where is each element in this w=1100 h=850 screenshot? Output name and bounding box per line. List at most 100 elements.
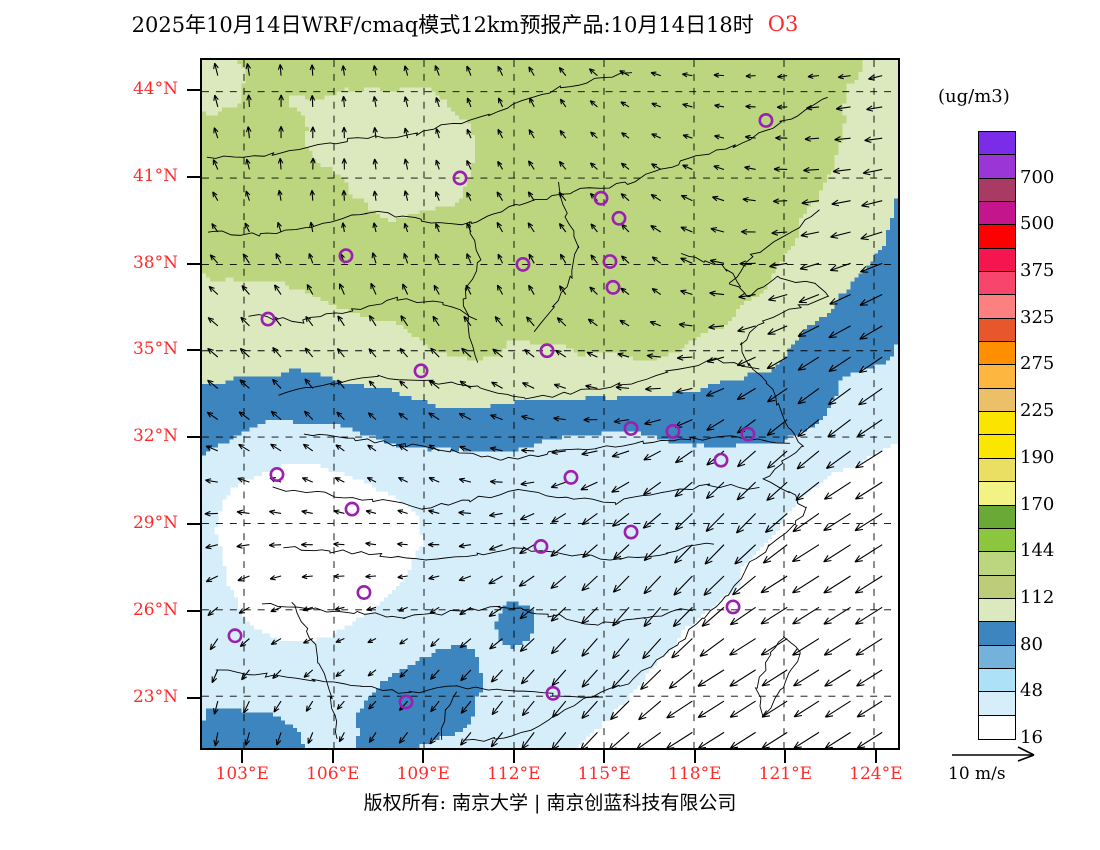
lon-tick-mark bbox=[331, 750, 334, 763]
station-marker[interactable] bbox=[593, 190, 609, 206]
footer-separator: | bbox=[534, 792, 541, 814]
province-boundary-layer bbox=[206, 72, 829, 742]
lon-tick-label: 103°E bbox=[215, 764, 269, 784]
colorbar-tick-label: 375 bbox=[1020, 260, 1055, 282]
colorbar-swatch bbox=[979, 318, 1015, 343]
station-marker[interactable] bbox=[344, 501, 360, 517]
colorbar-swatch bbox=[979, 435, 1015, 459]
colorbar-tick-label: 144 bbox=[1020, 540, 1055, 562]
colorbar-swatch bbox=[979, 178, 1015, 203]
station-marker[interactable] bbox=[623, 524, 639, 540]
colorbar-swatch bbox=[979, 272, 1015, 296]
page-title: 2025年10月14日WRF/cmaq模式12km预报产品:10月14日18时 … bbox=[0, 8, 930, 40]
station-marker[interactable] bbox=[563, 469, 579, 485]
station-marker[interactable] bbox=[452, 170, 468, 186]
colorbar-swatch bbox=[979, 622, 1015, 646]
station-marker[interactable] bbox=[398, 694, 414, 710]
grid-line-layer bbox=[202, 60, 898, 748]
lat-tick-mark bbox=[187, 88, 200, 91]
footer-copyright: 版权所有: 南京大学 bbox=[363, 792, 529, 814]
colorbar-swatch bbox=[979, 225, 1015, 249]
lat-tick-mark bbox=[187, 262, 200, 265]
colorbar-swatch bbox=[979, 575, 1015, 599]
colorbar-swatch bbox=[979, 388, 1015, 413]
colorbar-swatch bbox=[979, 552, 1015, 576]
colorbar-swatch bbox=[979, 248, 1015, 273]
station-marker[interactable] bbox=[713, 452, 729, 468]
lat-tick-mark bbox=[187, 523, 200, 526]
station-marker[interactable] bbox=[413, 363, 429, 379]
lat-tick-label: 29°N bbox=[132, 513, 178, 534]
colorbar-units-label: (ug/m3) bbox=[938, 86, 1010, 107]
colorbar-swatch bbox=[979, 295, 1015, 319]
station-marker[interactable] bbox=[605, 279, 621, 295]
lat-tick-label: 26°N bbox=[132, 600, 178, 621]
lat-tick-mark bbox=[187, 610, 200, 613]
colorbar-swatch bbox=[979, 202, 1015, 226]
lat-tick-label: 23°N bbox=[132, 686, 178, 707]
lon-tick-label: 109°E bbox=[396, 764, 450, 784]
station-marker[interactable] bbox=[623, 421, 639, 436]
lon-tick-mark bbox=[241, 750, 244, 763]
wind-vector-layer bbox=[204, 62, 883, 748]
colorbar-swatch bbox=[979, 412, 1015, 436]
wind-scale-key: 10 m/s bbox=[948, 740, 1088, 784]
lon-tick-mark bbox=[512, 750, 515, 763]
station-marker[interactable] bbox=[227, 628, 243, 644]
colorbar-tick-label: 190 bbox=[1020, 446, 1055, 468]
station-marker[interactable] bbox=[260, 311, 276, 327]
station-marker[interactable] bbox=[356, 585, 372, 600]
colorbar-swatch bbox=[979, 505, 1015, 529]
lat-tick-mark bbox=[187, 696, 200, 699]
colorbar-swatch bbox=[979, 132, 1015, 156]
lon-tick-mark bbox=[603, 750, 606, 763]
title-text: 2025年10月14日WRF/cmaq模式12km预报产品:10月14日18时 bbox=[131, 13, 754, 37]
colorbar-tick-label: 48 bbox=[1020, 680, 1043, 702]
footer-company: 南京创蓝科技有限公司 bbox=[546, 792, 737, 814]
colorbar-swatch bbox=[979, 528, 1015, 553]
station-marker[interactable] bbox=[338, 248, 354, 264]
station-marker[interactable] bbox=[545, 685, 561, 701]
station-marker[interactable] bbox=[515, 256, 531, 272]
lat-tick-mark bbox=[187, 175, 200, 178]
wind-scale-label: 10 m/s bbox=[948, 764, 1006, 784]
colorbar-swatch bbox=[979, 668, 1015, 693]
lon-tick-label: 121°E bbox=[758, 764, 813, 784]
colorbar-tick-label: 16 bbox=[1020, 727, 1043, 748]
concentration-fill-layer bbox=[202, 60, 898, 748]
colorbar-swatch bbox=[979, 365, 1015, 389]
colorbar-swatch bbox=[979, 482, 1015, 506]
footer: 版权所有: 南京大学 | 南京创蓝科技有限公司 bbox=[0, 788, 1100, 815]
station-marker[interactable] bbox=[539, 343, 555, 359]
colorbar-tick-label: 500 bbox=[1020, 213, 1055, 235]
colorbar-swatch bbox=[979, 458, 1015, 483]
lat-tick-mark bbox=[187, 436, 200, 439]
colorbar-tick-label: 275 bbox=[1020, 353, 1055, 375]
lat-tick-label: 44°N bbox=[132, 78, 178, 99]
colorbar-swatch bbox=[979, 715, 1015, 739]
colorbar-swatch bbox=[979, 598, 1015, 623]
lon-tick-mark bbox=[422, 750, 425, 763]
station-marker[interactable] bbox=[602, 254, 618, 269]
station-marker[interactable] bbox=[269, 467, 285, 482]
colorbar[interactable] bbox=[978, 131, 1016, 740]
colorbar-swatch bbox=[979, 155, 1015, 179]
colorbar-tick-label: 170 bbox=[1020, 493, 1055, 515]
map-plot-area[interactable] bbox=[200, 58, 900, 750]
station-marker[interactable] bbox=[725, 599, 741, 615]
station-marker[interactable] bbox=[758, 112, 774, 128]
map-canvas[interactable] bbox=[202, 60, 898, 748]
station-marker[interactable] bbox=[611, 210, 627, 226]
colorbar-swatch bbox=[979, 645, 1015, 669]
lon-tick-mark bbox=[784, 750, 787, 763]
lat-tick-label: 38°N bbox=[132, 252, 178, 273]
station-marker[interactable] bbox=[665, 423, 681, 439]
station-marker-layer bbox=[227, 112, 774, 710]
colorbar-tick-label: 700 bbox=[1020, 166, 1055, 188]
colorbar-tick-label: 112 bbox=[1020, 586, 1055, 608]
lon-tick-label: 106°E bbox=[306, 764, 360, 784]
station-marker[interactable] bbox=[533, 539, 549, 554]
lon-tick-mark bbox=[693, 750, 696, 763]
title-species-label: O3 bbox=[767, 12, 799, 36]
station-marker[interactable] bbox=[740, 426, 756, 442]
